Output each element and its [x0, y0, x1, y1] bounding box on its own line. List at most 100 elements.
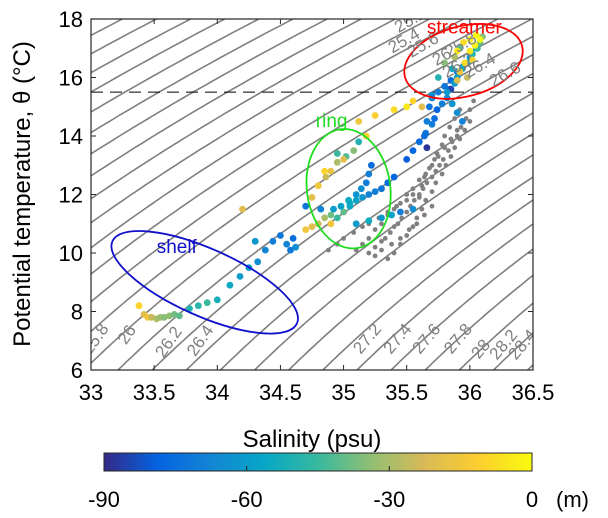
data-point	[302, 202, 310, 210]
colorbar-tick-label: -30	[373, 487, 405, 512]
data-point	[456, 68, 464, 76]
background-point	[389, 241, 394, 247]
background-point	[366, 236, 372, 241]
data-point	[352, 220, 360, 228]
data-point	[448, 65, 456, 73]
background-point	[442, 133, 447, 139]
data-point	[327, 167, 335, 175]
data-point	[448, 100, 456, 108]
background-point	[379, 221, 384, 227]
x-tick-label: 35	[331, 380, 355, 405]
background-point	[326, 247, 331, 253]
data-point	[226, 281, 234, 289]
background-point	[429, 174, 435, 180]
data-point	[261, 246, 269, 254]
data-point	[409, 147, 417, 155]
data-point	[423, 118, 431, 125]
data-point	[461, 59, 469, 67]
data-point	[289, 235, 297, 242]
colorbar-unit-label: (m)	[556, 487, 589, 512]
ellipse-shelf	[110, 230, 299, 335]
background-point	[439, 171, 445, 177]
x-tick-label: 34.5	[259, 380, 302, 405]
background-point	[432, 157, 437, 162]
data-point	[194, 302, 202, 310]
background-point	[382, 236, 388, 241]
data-point	[466, 36, 474, 43]
data-point	[340, 156, 347, 163]
y-axis-ticks: 6 8 10 12 14 16 18	[59, 7, 533, 383]
isopycnal-line	[390, 248, 533, 370]
data-point	[371, 112, 379, 119]
isopycnal-line	[91, 19, 261, 113]
background-point	[452, 145, 458, 151]
x-axis-label: Salinity (psu)	[243, 426, 382, 453]
data-point	[463, 74, 471, 81]
background-point	[458, 124, 464, 130]
background-point	[457, 136, 463, 142]
data-point	[308, 223, 316, 231]
background-point	[416, 195, 422, 200]
background-point	[360, 224, 365, 230]
data-point	[390, 173, 398, 181]
background-point	[462, 127, 468, 133]
x-tick-label: 35.5	[385, 380, 428, 405]
y-tick-label: 12	[59, 183, 83, 208]
y-tick-label: 14	[59, 124, 83, 149]
background-point	[471, 98, 476, 104]
background-point	[448, 154, 454, 159]
data-point	[186, 305, 193, 312]
isopycnal-line	[91, 19, 193, 74]
data-point	[453, 109, 461, 116]
background-point	[410, 192, 416, 197]
x-tick-label: 36.5	[512, 380, 555, 405]
isopycnal-line	[253, 153, 533, 370]
y-tick-label: 16	[59, 66, 83, 91]
data-point	[453, 77, 461, 84]
data-point	[441, 59, 448, 67]
data-point	[327, 220, 335, 228]
data-point	[352, 191, 360, 198]
data-point	[431, 115, 438, 122]
isopycnal-line	[91, 19, 363, 177]
background-point	[448, 136, 454, 142]
y-tick-label: 18	[59, 7, 83, 32]
background-point	[422, 174, 427, 180]
data-point	[428, 120, 436, 128]
data-point	[213, 296, 221, 304]
data-point	[357, 185, 365, 193]
data-point	[469, 56, 476, 64]
data-point	[330, 205, 337, 213]
data-point	[321, 214, 328, 222]
data-point	[317, 205, 325, 213]
background-point	[427, 165, 432, 171]
data-point	[203, 299, 211, 307]
data-point	[409, 205, 417, 213]
data-point	[333, 150, 341, 157]
x-tick-label: 33	[79, 380, 103, 405]
background-point	[447, 124, 453, 130]
data-point	[443, 88, 451, 96]
isopycnal-line	[547, 2, 608, 385]
data-point	[388, 211, 395, 219]
background-point	[410, 224, 416, 230]
background-point	[423, 197, 429, 203]
data-point	[176, 312, 183, 320]
background-point	[398, 241, 403, 247]
isopycnal-line	[219, 132, 533, 370]
background-point	[387, 230, 393, 235]
background-point	[404, 197, 410, 203]
isopycnal-line	[91, 53, 533, 365]
background-point	[395, 221, 401, 227]
data-point	[337, 202, 345, 210]
data-point	[403, 156, 411, 163]
data-point	[352, 196, 360, 204]
background-point	[422, 212, 427, 218]
annotation-shelf: shelf	[157, 237, 198, 258]
data-point	[476, 36, 484, 43]
data-point	[472, 31, 480, 39]
data-point	[365, 191, 373, 198]
data-point	[254, 258, 262, 266]
isopycnal-line	[355, 223, 533, 370]
